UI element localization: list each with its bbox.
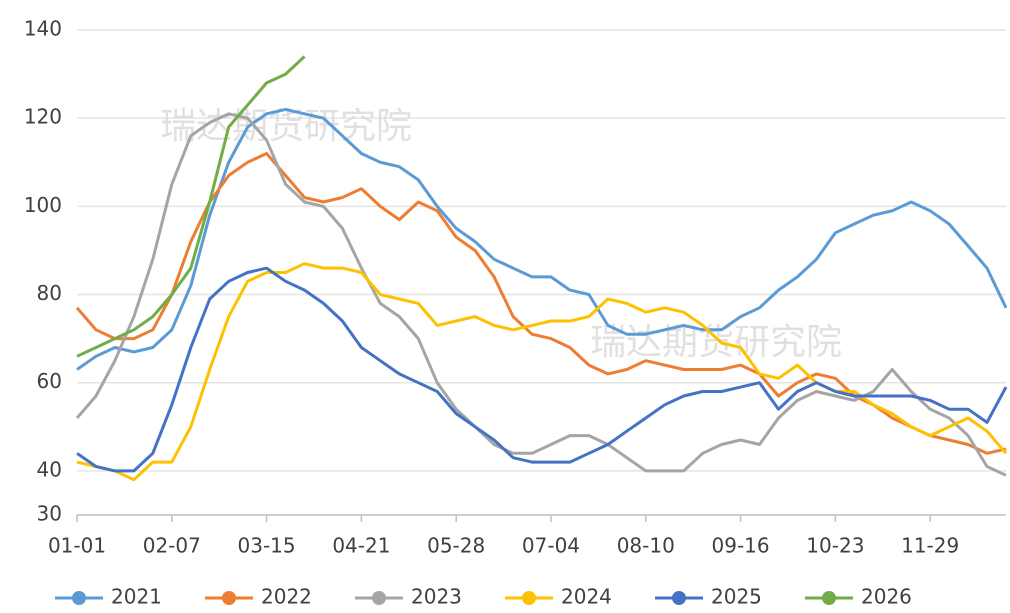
x-tick-label: 07-04 (522, 534, 580, 558)
legend-label: 2025 (711, 585, 762, 609)
y-tick-label: 30 (37, 502, 62, 526)
x-tick-label: 11-29 (901, 534, 959, 558)
legend-marker (522, 591, 536, 605)
series-line (75, 112, 1007, 477)
legend-label: 2024 (561, 585, 612, 609)
x-tick-label: 02-07 (143, 534, 201, 558)
legend-marker (372, 591, 386, 605)
y-tick-label: 120 (24, 105, 62, 129)
legend-item: 2021 (55, 585, 162, 609)
legend-item: 2026 (805, 585, 912, 609)
watermark: 瑞达期货研究院 (160, 106, 412, 147)
legend-label: 2022 (261, 585, 312, 609)
watermark: 瑞达期货研究院 (590, 322, 842, 363)
legend-label: 2023 (411, 585, 462, 609)
x-tick-label: 08-10 (617, 534, 675, 558)
series-line (76, 262, 1008, 482)
legend-label: 2026 (861, 585, 912, 609)
x-tick-label: 04-21 (332, 534, 390, 558)
series-line (76, 107, 1008, 371)
x-tick-label: 03-15 (238, 534, 296, 558)
legend-item: 2022 (205, 585, 312, 609)
y-tick-label: 100 (24, 193, 62, 217)
legend-marker (72, 591, 86, 605)
y-tick-label: 140 (24, 17, 62, 41)
x-tick-label: 09-16 (712, 534, 770, 558)
legend-label: 2021 (111, 585, 162, 609)
legend-item: 2023 (355, 585, 462, 609)
legend-marker (672, 591, 686, 605)
legend-item: 2025 (655, 585, 762, 609)
y-tick-label: 60 (37, 369, 62, 393)
x-tick-label: 01-01 (48, 534, 106, 558)
x-tick-label: 10-23 (806, 534, 864, 558)
legend-item: 2024 (505, 585, 612, 609)
legend-marker (822, 591, 836, 605)
series-line (76, 55, 306, 358)
x-tick-label: 05-28 (427, 534, 485, 558)
series-line (76, 266, 1008, 473)
legend-marker (222, 591, 236, 605)
y-tick-label: 80 (37, 281, 62, 305)
y-tick-label: 40 (37, 457, 62, 481)
series-line (75, 152, 1007, 455)
